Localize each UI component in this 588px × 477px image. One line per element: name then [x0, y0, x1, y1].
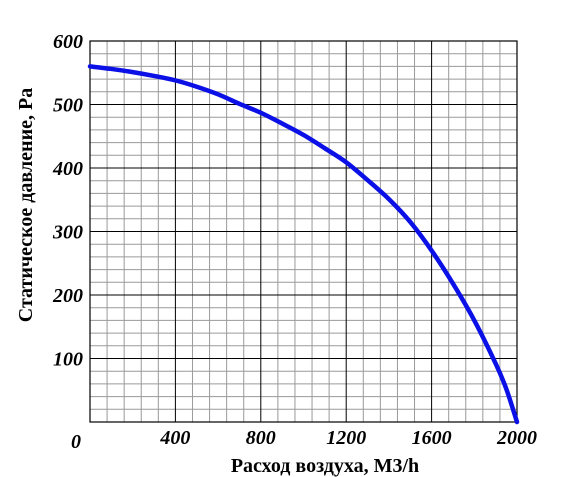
y-axis-title: Статическое давление, Pa [15, 88, 37, 322]
x-tick-label: 2000 [496, 427, 537, 449]
y-tick-label: 200 [52, 285, 83, 307]
y-tick-label: 100 [53, 349, 83, 371]
y-tick-label: 500 [53, 95, 83, 117]
x-tick-labels: 0 400 800 1200 1600 2000 [71, 427, 537, 453]
y-tick-label: 400 [52, 158, 83, 180]
major-grid [89, 40, 518, 423]
y-tick-labels: 100 200 300 400 500 600 [52, 31, 83, 371]
series-layer [87, 64, 520, 425]
plot-frame [89, 40, 518, 423]
y-tick-label: 300 [52, 222, 83, 244]
y-tick-label: 600 [53, 31, 83, 53]
x-tick-label: 1600 [412, 427, 452, 449]
x-tick-label: 1200 [326, 427, 366, 449]
x-tick-label: 800 [246, 427, 276, 449]
x-tick-label: 0 [71, 431, 81, 453]
x-tick-label: 400 [159, 427, 190, 449]
series-line [87, 64, 520, 425]
x-axis-title: Расход воздуха, М3/h [231, 455, 419, 477]
